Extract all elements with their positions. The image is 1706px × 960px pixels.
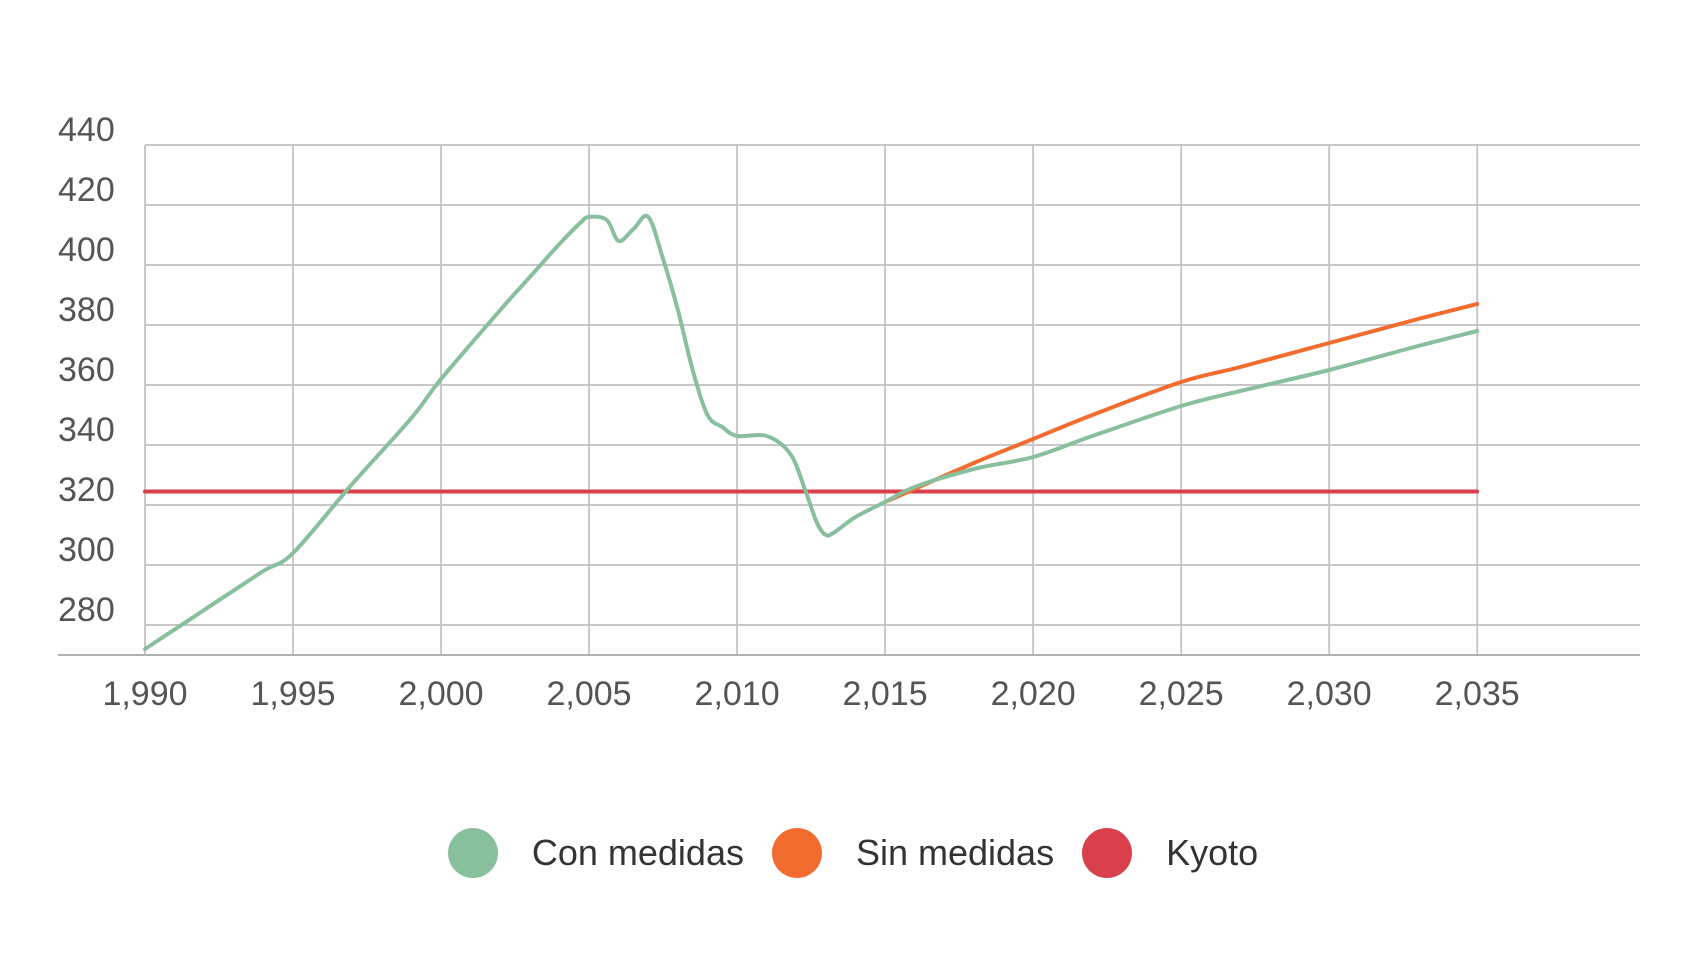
legend: Con medidas Sin medidas Kyoto bbox=[0, 828, 1706, 878]
legend-label-con-medidas: Con medidas bbox=[531, 832, 744, 873]
y-tick-label: 280 bbox=[58, 591, 115, 629]
legend-item-con-medidas[interactable]: Con medidas bbox=[447, 828, 744, 878]
y-tick-label: 440 bbox=[58, 111, 115, 149]
series-layer bbox=[143, 213, 1480, 651]
x-tick-label: 2,015 bbox=[843, 675, 928, 713]
x-tick-label: 2,030 bbox=[1287, 675, 1372, 713]
x-tick-label: 2,035 bbox=[1435, 675, 1520, 713]
series-line-sin-medidas bbox=[883, 302, 1480, 504]
x-axis: 1,990 1,995 2,000 2,005 2,010 2,015 2,020 2,025… bbox=[102, 675, 1519, 713]
x-tick-label: 2,025 bbox=[1139, 675, 1224, 713]
series-line-con-medidas bbox=[143, 213, 1480, 651]
grid bbox=[58, 144, 1640, 656]
legend-label-sin-medidas: Sin medidas bbox=[855, 832, 1055, 873]
y-tick-label: 340 bbox=[58, 411, 115, 449]
legend-swatch-con-medidas bbox=[447, 828, 498, 878]
x-tick-label: 2,020 bbox=[991, 675, 1076, 713]
y-axis: 280 300 320 340 360 380 400 420 440 bbox=[58, 111, 115, 629]
y-tick-label: 320 bbox=[58, 471, 115, 509]
y-tick-label: 300 bbox=[58, 531, 115, 569]
x-tick-label: 2,000 bbox=[398, 675, 483, 713]
y-tick-label: 360 bbox=[58, 351, 115, 389]
legend-swatch-kyoto bbox=[1082, 828, 1133, 878]
legend-item-kyoto[interactable]: Kyoto bbox=[1082, 828, 1258, 878]
y-tick-label: 400 bbox=[58, 231, 115, 269]
x-tick-label: 2,005 bbox=[547, 675, 632, 713]
legend-item-sin-medidas[interactable]: Sin medidas bbox=[771, 828, 1055, 878]
x-tick-label: 2,010 bbox=[695, 675, 780, 713]
legend-swatch-sin-medidas bbox=[771, 828, 822, 878]
x-tick-label: 1,990 bbox=[102, 675, 187, 713]
legend-label-kyoto: Kyoto bbox=[1166, 832, 1259, 873]
y-tick-label: 380 bbox=[58, 291, 115, 329]
x-tick-label: 1,995 bbox=[250, 675, 335, 713]
y-tick-label: 420 bbox=[58, 171, 115, 209]
